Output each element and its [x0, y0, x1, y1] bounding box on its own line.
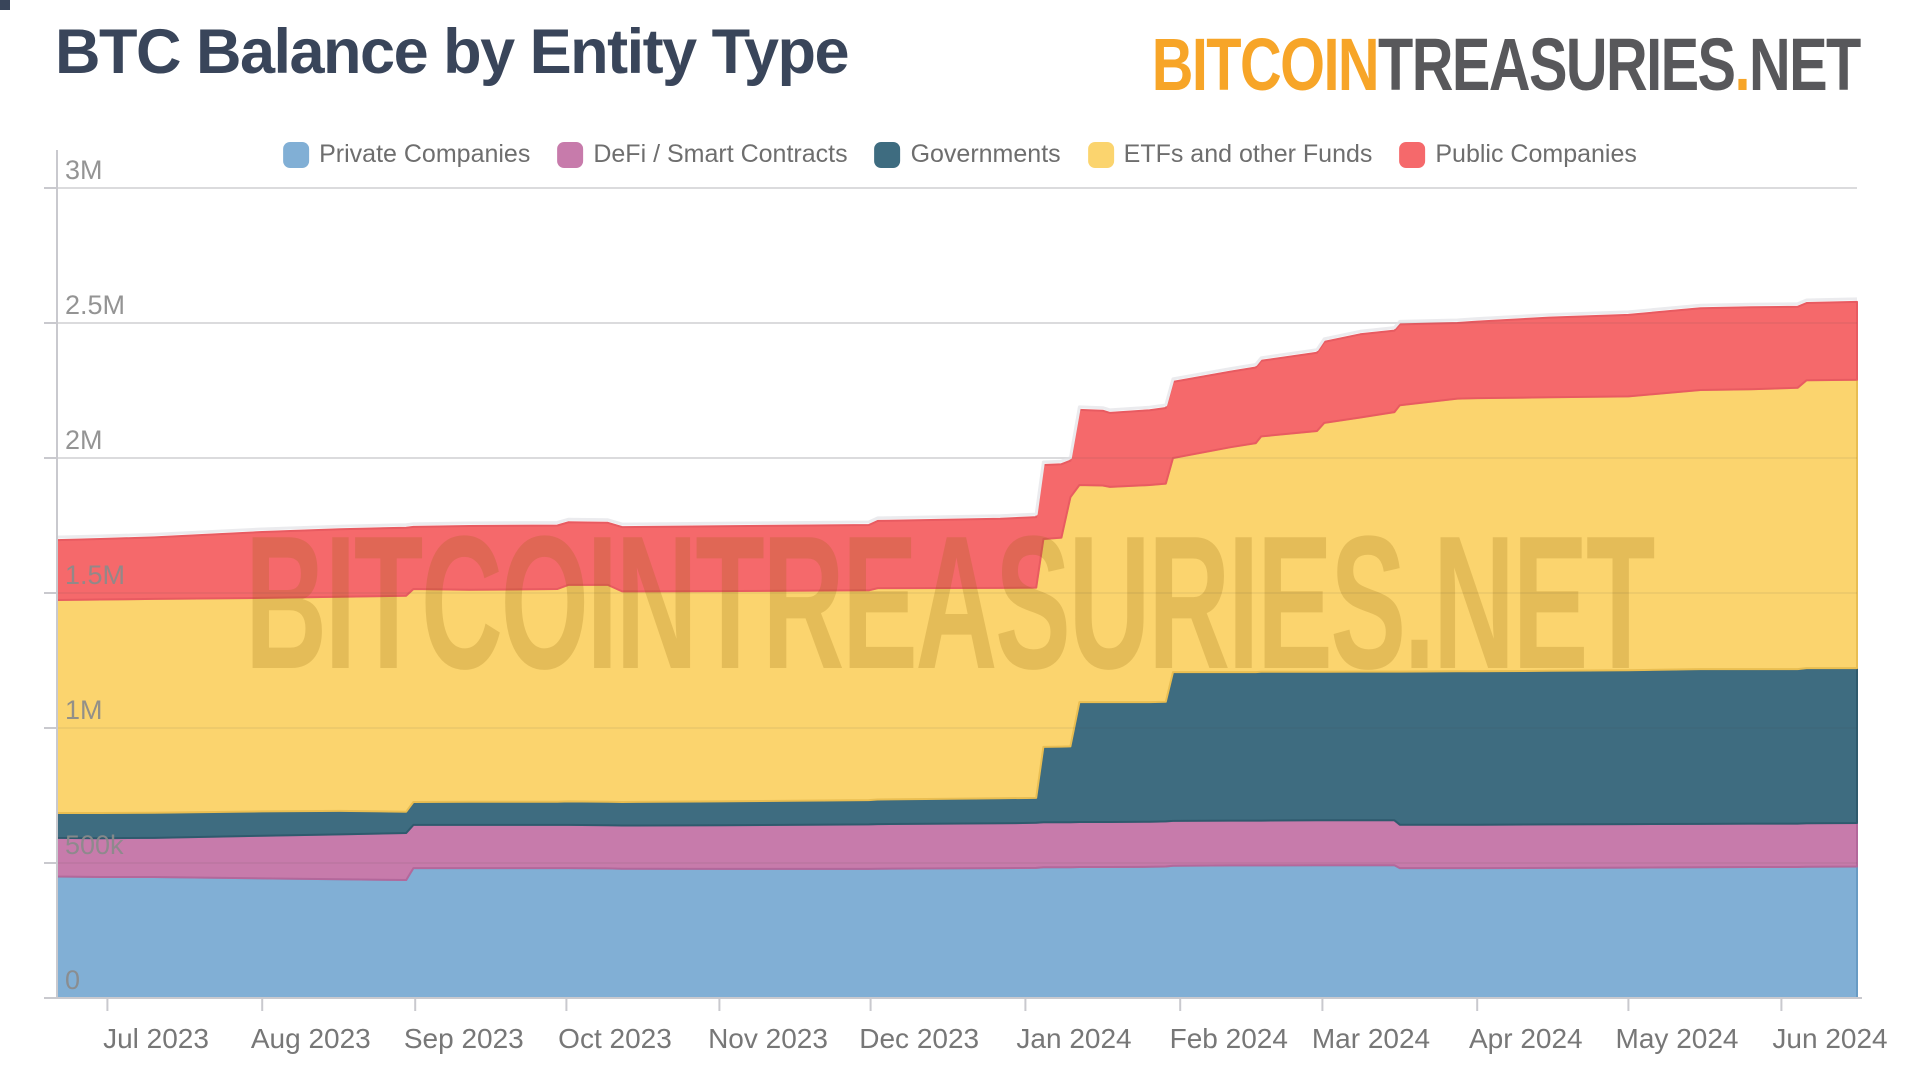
- legend-label: DeFi / Smart Contracts: [593, 140, 848, 168]
- legend-swatch-defi-smart-contracts: [557, 141, 584, 168]
- legend-item-etfs-and-other-funds[interactable]: ETFs and other Funds: [1087, 140, 1373, 169]
- logo-bitcoin-text: BITCOIN: [1151, 23, 1380, 106]
- y-tick-label: 1M: [65, 695, 103, 725]
- corner-artifact: [0, 0, 10, 10]
- legend-label: Public Companies: [1435, 140, 1637, 168]
- legend-item-public-companies[interactable]: Public Companies: [1399, 140, 1637, 169]
- legend-label: Governments: [910, 140, 1061, 168]
- legend-swatch-private-companies: [283, 141, 310, 168]
- watermark-text: BITCOINTREASURIES.NET: [245, 497, 1655, 709]
- chart-legend: Private Companies DeFi / Smart Contracts…: [283, 140, 1637, 169]
- x-tick-label: Jun 2024: [1772, 1023, 1887, 1054]
- y-tick-label: 3M: [65, 155, 103, 185]
- x-tick-label: Apr 2024: [1469, 1023, 1583, 1054]
- legend-item-defi-smart-contracts[interactable]: DeFi / Smart Contracts: [557, 140, 848, 169]
- x-tick-label: Jul 2023: [103, 1023, 209, 1054]
- page-title: BTC Balance by Entity Type: [55, 17, 850, 87]
- x-tick-label: May 2024: [1616, 1023, 1739, 1054]
- legend-swatch-public-companies: [1399, 141, 1426, 168]
- legend-swatch-governments: [874, 141, 901, 168]
- x-tick-label: Mar 2024: [1312, 1023, 1430, 1054]
- x-tick-label: Jan 2024: [1016, 1023, 1131, 1054]
- y-tick-label: 1.5M: [65, 560, 125, 590]
- logo-net-text: NET: [1749, 23, 1861, 106]
- legend-item-private-companies[interactable]: Private Companies: [283, 140, 530, 169]
- logo-treasuries-text: TREASURIES: [1378, 23, 1736, 106]
- logo-dot: .: [1734, 23, 1751, 106]
- x-tick-label: Oct 2023: [558, 1023, 672, 1054]
- legend-item-governments[interactable]: Governments: [874, 140, 1061, 169]
- x-tick-label: Aug 2023: [251, 1023, 371, 1054]
- y-tick-label: 0: [65, 965, 80, 995]
- legend-label: Private Companies: [319, 140, 531, 168]
- legend-label: ETFs and other Funds: [1123, 140, 1373, 168]
- x-tick-label: Nov 2023: [708, 1023, 828, 1054]
- x-tick-label: Dec 2023: [859, 1023, 979, 1054]
- x-tick-label: Sep 2023: [404, 1023, 524, 1054]
- legend-swatch-etfs-and-other-funds: [1087, 141, 1114, 168]
- y-tick-label: 2M: [65, 425, 103, 455]
- site-logo[interactable]: BITCOINTREASURIES.NET: [1151, 22, 1862, 107]
- area-private-companies[interactable]: [56, 864, 1858, 999]
- y-tick-label: 500k: [65, 830, 124, 860]
- x-tick-label: Feb 2024: [1170, 1023, 1288, 1054]
- area-public-companies[interactable]: [56, 300, 1858, 601]
- total-top-edge: [56, 297, 1858, 539]
- y-tick-label: 2.5M: [65, 290, 125, 320]
